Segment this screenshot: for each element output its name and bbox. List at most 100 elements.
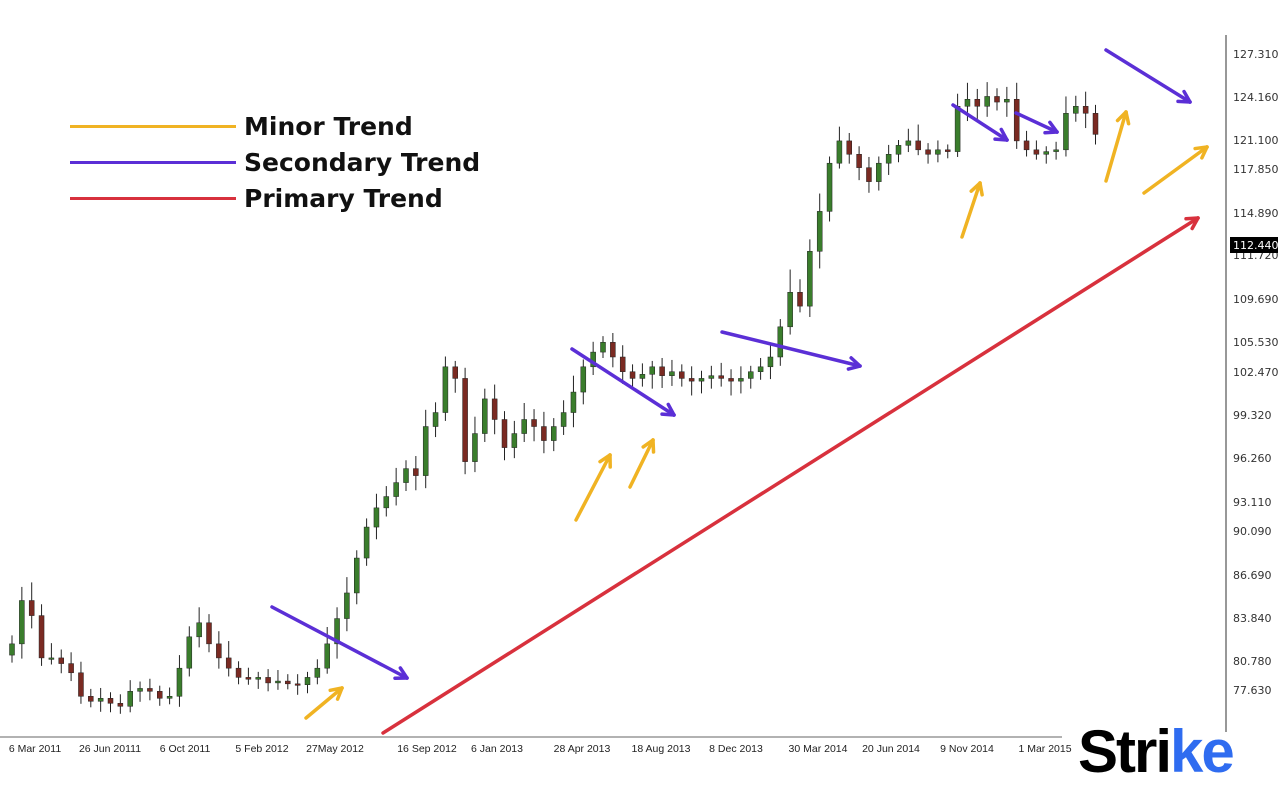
candle-body	[619, 356, 626, 372]
candle	[19, 586, 25, 659]
candle	[68, 652, 74, 682]
candle	[176, 655, 183, 707]
candle	[314, 659, 321, 685]
candle	[1004, 86, 1010, 117]
legend-item-secondary: Secondary Trend	[70, 144, 480, 180]
candle	[777, 319, 784, 366]
candle-body	[285, 680, 291, 685]
candle	[619, 345, 626, 384]
candle	[1082, 91, 1089, 129]
candle	[413, 456, 419, 491]
candle-body	[688, 378, 695, 382]
legend-item-minor: Minor Trend	[70, 108, 480, 144]
candle	[905, 128, 912, 153]
candle-body	[147, 688, 153, 692]
candle-body	[48, 657, 55, 660]
candle	[935, 140, 941, 163]
legend-swatch	[70, 196, 236, 200]
candle	[304, 671, 311, 694]
candle	[629, 364, 636, 389]
candle	[127, 680, 133, 713]
x-tick-label: 26 Jun 20111	[79, 743, 141, 755]
candle-body	[925, 149, 931, 155]
candle-body	[88, 696, 94, 702]
y-tick-label: 77.630	[1233, 684, 1272, 697]
candle	[560, 400, 567, 435]
candle-body	[915, 140, 921, 151]
candle-body	[974, 98, 981, 107]
candle-body	[629, 371, 636, 379]
candle	[876, 156, 882, 191]
x-tick-labels: 6 Mar 2011 26 Jun 20111 6 Oct 2011 5 Feb 20…	[9, 743, 1072, 755]
candle-body	[176, 667, 183, 697]
candle-body	[649, 366, 655, 375]
candle	[334, 607, 340, 659]
candle	[117, 694, 124, 714]
candle-body	[600, 342, 606, 353]
x-tick-label: 30 Mar 2014	[789, 743, 848, 755]
x-tick-label: 1 Mar 2015	[1018, 743, 1071, 755]
candle	[363, 518, 370, 566]
legend: Minor Trend Secondary Trend Primary Tren…	[70, 108, 480, 216]
candle	[462, 367, 468, 475]
x-tick-label: 6 Jan 2013	[471, 743, 523, 755]
candle-body	[393, 482, 399, 497]
candle	[88, 688, 94, 708]
x-tick-label: 8 Dec 2013	[709, 743, 763, 755]
candle-body	[265, 677, 271, 684]
current-price-badge: 112.440	[1230, 237, 1279, 253]
candle-body	[708, 375, 715, 379]
candle	[590, 341, 596, 376]
candle-body	[304, 677, 311, 686]
secondary-trend-arrow	[720, 330, 862, 371]
minor-trend-arrow	[628, 438, 656, 489]
candle	[225, 641, 232, 677]
strike-logo: Strike	[1078, 718, 1235, 785]
candle	[885, 144, 892, 175]
candle	[48, 643, 55, 665]
candle	[1063, 96, 1069, 157]
candle-body	[186, 636, 193, 669]
candle-body	[1033, 149, 1040, 155]
candle	[551, 418, 557, 452]
candle-body	[78, 672, 84, 697]
legend-item-primary: Primary Trend	[70, 180, 480, 216]
candle	[245, 667, 252, 685]
candle-body	[28, 600, 35, 616]
candles	[9, 82, 1099, 714]
candle	[688, 366, 695, 396]
candle-body	[442, 366, 449, 413]
candle	[669, 359, 675, 386]
candle	[452, 360, 458, 393]
candle	[748, 365, 754, 389]
candle-body	[314, 667, 321, 678]
candle-body	[905, 140, 912, 146]
candle-body	[1063, 113, 1069, 151]
candle	[1033, 140, 1040, 160]
candle	[206, 614, 212, 653]
candle-body	[846, 140, 852, 155]
candle-body	[639, 374, 646, 379]
x-tick-label: 9 Nov 2014	[940, 743, 994, 755]
legend-swatch	[70, 124, 236, 128]
candle-body	[1043, 151, 1049, 155]
x-tick-label: 5 Feb 2012	[235, 743, 288, 755]
candle	[235, 661, 242, 685]
candle	[422, 409, 429, 489]
candle	[649, 360, 655, 389]
candle-body	[166, 696, 173, 699]
candle	[846, 132, 852, 164]
candle-body	[472, 433, 478, 462]
x-tick-label: 6 Oct 2011	[160, 743, 211, 755]
candle	[285, 674, 291, 690]
candle	[137, 681, 143, 702]
candle-body	[954, 106, 961, 152]
candle	[1023, 130, 1030, 157]
x-tick-label: 28 Apr 2013	[554, 743, 611, 755]
secondary-trend-arrow	[570, 347, 676, 417]
candle	[984, 82, 990, 117]
candle	[432, 402, 439, 438]
candle	[856, 146, 862, 181]
candle-body	[610, 342, 616, 358]
candle-body	[866, 167, 872, 182]
